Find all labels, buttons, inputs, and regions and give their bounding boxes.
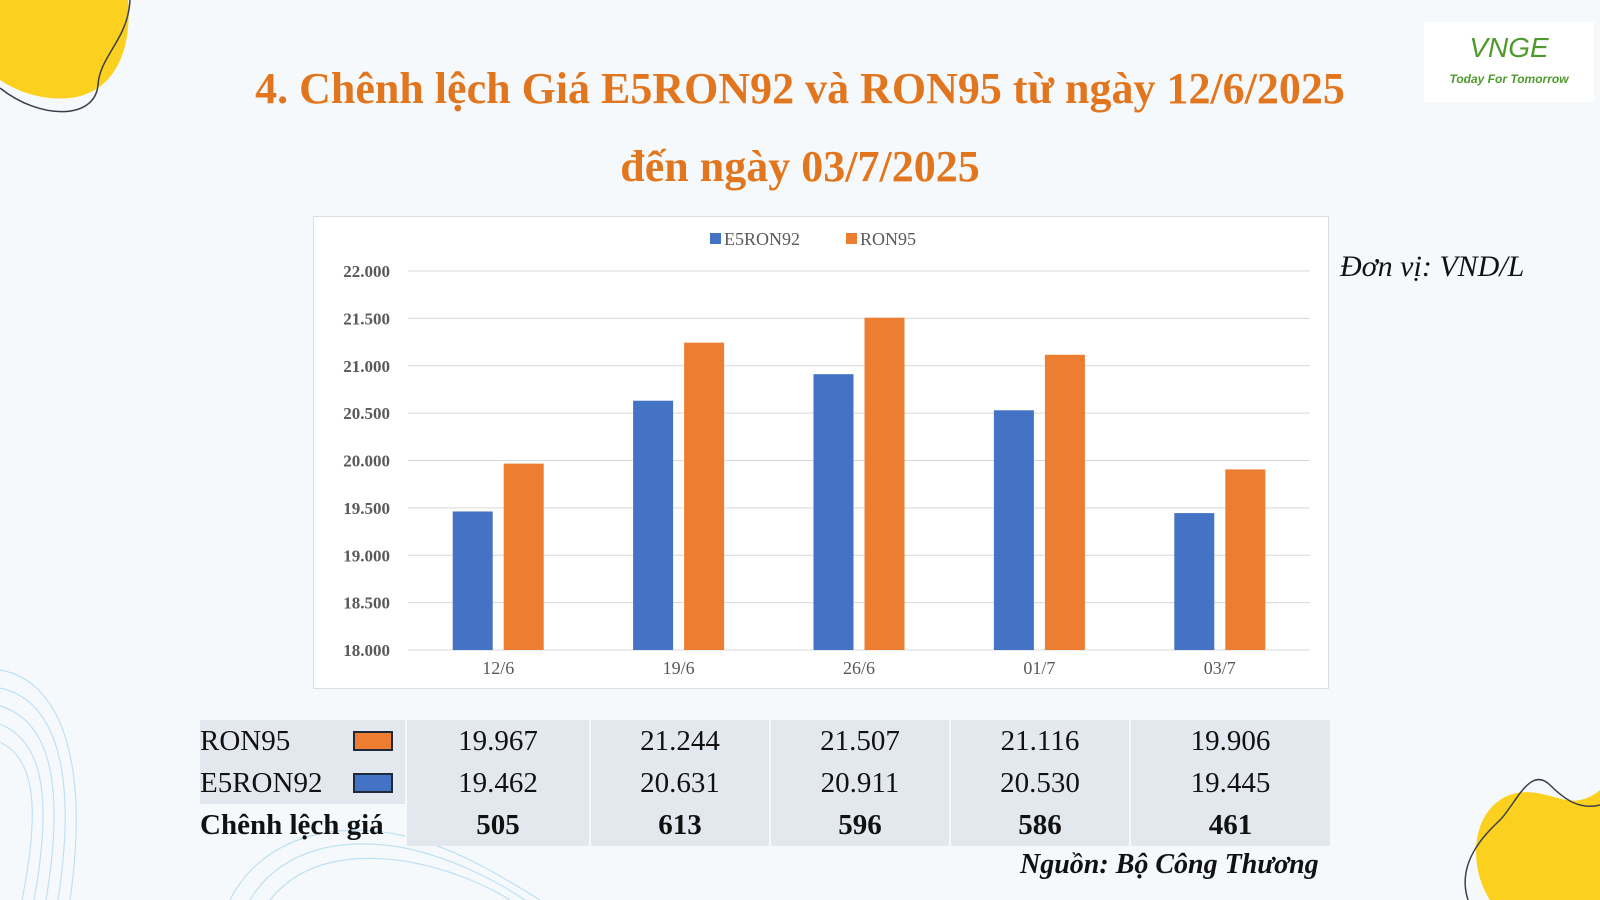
table-cell: 596 — [769, 804, 950, 846]
title-line-1: 4. Chênh lệch Giá E5RON92 và RON95 từ ng… — [255, 64, 1345, 113]
y-tick-label: 22.000 — [343, 262, 390, 281]
table-cell: 19.445 — [1129, 762, 1330, 804]
bar-ron95-2 — [864, 317, 905, 650]
x-tick-label: 26/6 — [843, 658, 875, 678]
bar-ron95-3 — [1044, 354, 1085, 650]
row-label: Chênh lệch giá — [200, 808, 384, 841]
x-tick-label: 19/6 — [663, 658, 695, 678]
table-row: Chênh lệch giá 505 613 596 586 461 — [200, 804, 1330, 846]
legend-swatch — [353, 731, 393, 751]
bar-e5ron92-3 — [993, 410, 1034, 650]
table-cell: 21.116 — [949, 720, 1130, 762]
logo-tagline: Today For Tomorrow — [1449, 72, 1569, 86]
table-cell: 19.462 — [405, 762, 590, 804]
y-tick-label: 19.000 — [343, 546, 390, 565]
table-cell: 461 — [1129, 804, 1330, 846]
x-tick-label: 03/7 — [1204, 658, 1236, 678]
y-tick-label: 19.500 — [343, 499, 390, 518]
title-line-2: đến ngày 03/7/2025 — [620, 142, 980, 191]
table-cell: 20.911 — [769, 762, 950, 804]
bar-e5ron92-1 — [633, 400, 674, 650]
y-tick-label: 20.500 — [343, 404, 390, 423]
unit-note: Đơn vị: VND/L — [1340, 250, 1525, 283]
bar-e5ron92-2 — [813, 374, 854, 650]
legend-label: RON95 — [860, 229, 916, 249]
bar-e5ron92-0 — [452, 511, 493, 650]
logo-mark: VNGE — [1469, 32, 1549, 63]
legend-swatch — [846, 233, 857, 244]
yellow-blob-bottom-right — [1464, 778, 1600, 900]
blue-wave-bottom-left — [0, 669, 541, 900]
row-label: E5RON92 — [200, 762, 406, 804]
legend-swatch — [353, 773, 393, 793]
y-tick-label: 21.000 — [343, 357, 390, 376]
table-cell: 20.530 — [949, 762, 1130, 804]
y-tick-label: 21.500 — [343, 309, 390, 328]
table-row: E5RON92 19.462 20.631 20.911 20.530 19.445 — [200, 762, 1330, 804]
table-cell: 505 — [405, 804, 590, 846]
bar-ron95-1 — [684, 342, 725, 650]
table-cell: 21.244 — [589, 720, 770, 762]
price-data-table: RON95 19.967 21.244 21.507 21.116 19.906 E5RON… — [200, 720, 1330, 846]
x-tick-label: 01/7 — [1023, 658, 1055, 678]
bar-ron95-4 — [1225, 469, 1266, 650]
legend-swatch — [710, 233, 721, 244]
table-cell: 21.507 — [769, 720, 950, 762]
legend-label: E5RON92 — [724, 229, 800, 249]
yellow-blob-top-left — [0, 0, 131, 113]
table-cell: 20.631 — [589, 762, 770, 804]
bar-e5ron92-4 — [1174, 513, 1215, 650]
table-row: RON95 19.967 21.244 21.507 21.116 19.906 — [200, 720, 1330, 762]
page-title: 4. Chênh lệch Giá E5RON92 và RON95 từ ng… — [200, 50, 1400, 206]
table-cell: 19.967 — [405, 720, 590, 762]
y-tick-label: 18.000 — [343, 641, 390, 660]
source-note: Nguồn: Bộ Công Thương — [1020, 849, 1319, 880]
y-tick-label: 18.500 — [343, 594, 390, 613]
brand-logo: VNGE Today For Tomorrow — [1424, 22, 1594, 102]
y-tick-label: 20.000 — [343, 452, 390, 471]
table-cell: 613 — [589, 804, 770, 846]
row-label: RON95 — [200, 720, 406, 762]
table-cell: 19.906 — [1129, 720, 1330, 762]
price-bar-chart: 18.000 18.500 19.000 19.500 20.000 20.500 21.0… — [313, 216, 1329, 689]
table-cell: 586 — [949, 804, 1130, 846]
chart-canvas: 18.000 18.500 19.000 19.500 20.000 20.500 21.0… — [343, 229, 1310, 678]
bar-ron95-0 — [503, 463, 544, 650]
x-tick-label: 12/6 — [482, 658, 514, 678]
